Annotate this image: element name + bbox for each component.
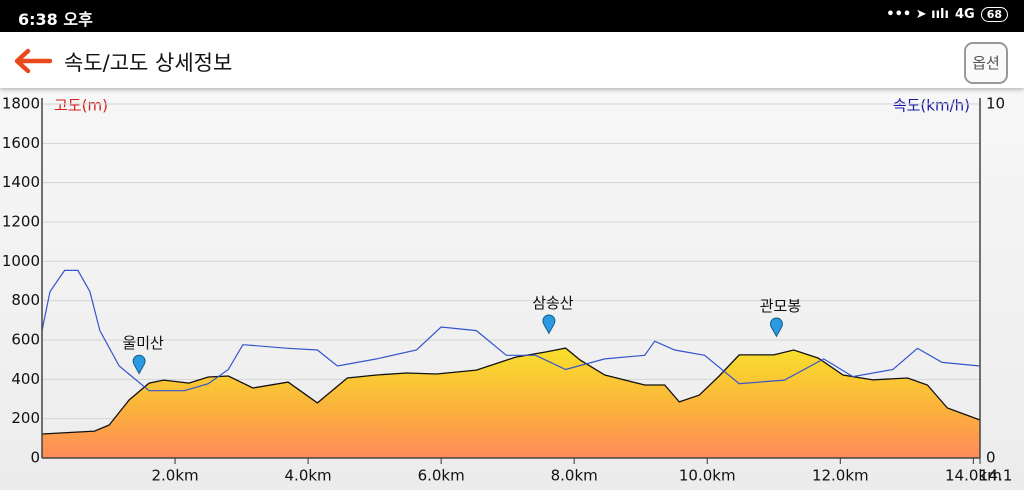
y2-tick-label: 10 — [986, 95, 1005, 113]
x-tick-label: 14.1 — [979, 467, 1012, 485]
x-tick-label: 6.0km — [418, 467, 465, 485]
y-tick-label: 1000 — [2, 252, 40, 270]
peak-label: 울미산 — [122, 334, 164, 352]
x-tick-label: 14.0km — [945, 467, 1002, 485]
peak-pin — [132, 354, 146, 375]
area-fill — [42, 348, 980, 458]
back-button[interactable] — [12, 48, 52, 74]
x-tick-label: 10.0km — [679, 467, 736, 485]
network: 4G — [954, 7, 975, 22]
speed-line — [41, 269, 981, 392]
area-outline — [41, 347, 981, 435]
y2-tick-label: 0 — [986, 449, 996, 467]
screen-title: 속도/고도 상세정보 — [64, 51, 233, 75]
x-tick-label: 2.0km — [151, 467, 198, 485]
icons: ••• ➤ ıılı — [886, 7, 949, 22]
y-tick-label: 1400 — [2, 173, 40, 191]
y-tick-label: 800 — [11, 291, 40, 309]
x-tick-label: 4.0km — [285, 467, 332, 485]
peak-pin — [769, 317, 783, 338]
options-button[interactable]: 옵션 — [964, 42, 1008, 84]
y-tick-label: 0 — [30, 449, 40, 467]
clock: 6:38 오후 — [18, 10, 93, 29]
status-bar: 6:38 오후 ••• ➤ ıılı 4G 68 — [0, 0, 1024, 32]
y-tick-label: 600 — [11, 331, 40, 349]
y-tick-label: 400 — [11, 370, 40, 388]
chart: 고도(m) 속도(km/h) 0 200 400 600 800 1000 1200 1400… — [0, 88, 1024, 490]
peak-label: 관모봉 — [760, 297, 801, 315]
y-tick-label: 1200 — [2, 213, 40, 231]
x-tick-label: 12.0km — [812, 467, 869, 485]
y2-axis-label: 속도(km/h) — [893, 97, 970, 115]
y-tick-label: 200 — [11, 409, 40, 427]
y-axis-label: 고도(m) — [54, 97, 108, 115]
app-bar: 속도/고도 상세정보 옵션 — [0, 32, 1024, 88]
x-tick-label: 8.0km — [551, 467, 598, 485]
status-icons: ••• ➤ ıılı 4G 68 — [886, 7, 1008, 22]
peak-pin — [542, 314, 556, 335]
peak-label: 삼송산 — [532, 294, 574, 312]
battery: 68 — [980, 7, 1008, 22]
y-tick-label: 1600 — [2, 134, 40, 152]
y-tick-label: 1800 — [2, 95, 40, 113]
